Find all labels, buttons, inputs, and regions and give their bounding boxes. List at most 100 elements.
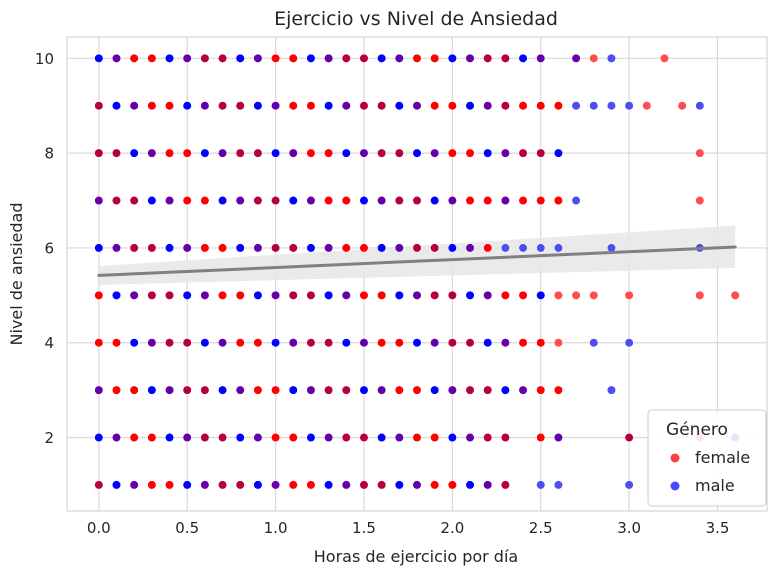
data-point	[111, 148, 122, 158]
data-point	[253, 480, 263, 490]
data-point	[553, 101, 564, 111]
x-tick-label: 2.5	[529, 519, 553, 537]
data-point	[430, 243, 440, 253]
data-point	[94, 290, 104, 300]
data-point	[235, 148, 245, 158]
data-point	[270, 385, 281, 395]
data-point	[341, 148, 351, 158]
data-point	[394, 53, 404, 63]
data-point	[341, 243, 351, 253]
data-point	[270, 53, 281, 63]
data-point	[430, 148, 440, 158]
data-point	[164, 148, 175, 158]
data-point	[235, 101, 245, 111]
regression-line	[97, 245, 737, 277]
data-point	[536, 195, 546, 206]
data-point	[359, 338, 369, 348]
data-point	[412, 101, 422, 111]
data-point	[341, 432, 351, 443]
data-point	[341, 195, 351, 206]
data-point	[200, 480, 210, 490]
data-point	[394, 101, 404, 111]
tick-labels: 0.0 0.5 1.0 1.5 2.0 2.5 3.0 3.5 2 4 6 8 10	[35, 50, 730, 537]
data-point	[377, 338, 387, 348]
data-point	[394, 195, 404, 206]
data-point	[500, 148, 510, 158]
data-point	[235, 480, 245, 490]
data-point	[217, 243, 228, 253]
data-point	[518, 148, 528, 158]
data-point	[624, 338, 634, 348]
data-point	[164, 480, 175, 490]
data-point	[129, 385, 139, 395]
data-point	[412, 480, 422, 490]
data-point	[200, 101, 210, 111]
data-point	[306, 195, 316, 206]
data-point	[518, 338, 528, 348]
data-point	[553, 290, 564, 300]
data-point	[94, 480, 104, 490]
data-point	[730, 290, 740, 300]
x-tick-label: 1.0	[264, 519, 288, 537]
data-point	[465, 385, 475, 395]
data-point	[288, 480, 298, 490]
data-point	[500, 338, 510, 348]
x-tick-label: 3.5	[706, 519, 730, 537]
data-point	[359, 53, 369, 63]
data-point	[553, 432, 564, 443]
data-point	[518, 243, 528, 253]
data-point	[164, 195, 175, 206]
data-point	[624, 480, 634, 490]
data-point	[553, 243, 564, 253]
data-point	[500, 243, 510, 253]
data-point	[217, 338, 228, 348]
data-point	[200, 385, 210, 395]
data-point	[536, 53, 546, 63]
regression-layer	[97, 245, 737, 277]
data-point	[571, 290, 581, 300]
data-point	[447, 432, 457, 443]
data-point	[129, 243, 139, 253]
data-point	[377, 195, 387, 206]
data-point	[500, 480, 510, 490]
x-tick-label: 0.5	[175, 519, 199, 537]
data-point	[359, 101, 369, 111]
data-point	[94, 432, 104, 443]
data-point	[270, 480, 281, 490]
data-point	[447, 101, 457, 111]
data-point	[447, 243, 457, 253]
data-point	[270, 101, 281, 111]
data-point	[235, 338, 245, 348]
data-point	[253, 101, 263, 111]
data-point	[324, 243, 334, 253]
data-point	[695, 290, 705, 300]
data-point	[253, 338, 263, 348]
data-point	[412, 385, 422, 395]
data-point	[147, 148, 157, 158]
data-point	[430, 101, 440, 111]
data-point	[553, 148, 564, 158]
data-point	[200, 53, 210, 63]
data-point	[235, 432, 245, 443]
y-tick-label: 4	[44, 334, 54, 352]
data-point	[111, 101, 122, 111]
data-point	[553, 385, 564, 395]
data-point	[235, 195, 245, 206]
x-tick-label: 3.0	[617, 519, 641, 537]
data-point	[695, 148, 705, 158]
data-point	[164, 290, 175, 300]
data-point	[465, 243, 475, 253]
data-point	[147, 432, 157, 443]
data-point	[518, 53, 528, 63]
data-point	[394, 480, 404, 490]
data-point	[324, 385, 334, 395]
data-point	[200, 243, 210, 253]
data-point	[288, 148, 298, 158]
data-point	[377, 432, 387, 443]
data-point	[483, 195, 493, 206]
data-point	[518, 385, 528, 395]
data-point	[430, 432, 440, 443]
data-point	[553, 338, 564, 348]
data-point	[129, 148, 139, 158]
